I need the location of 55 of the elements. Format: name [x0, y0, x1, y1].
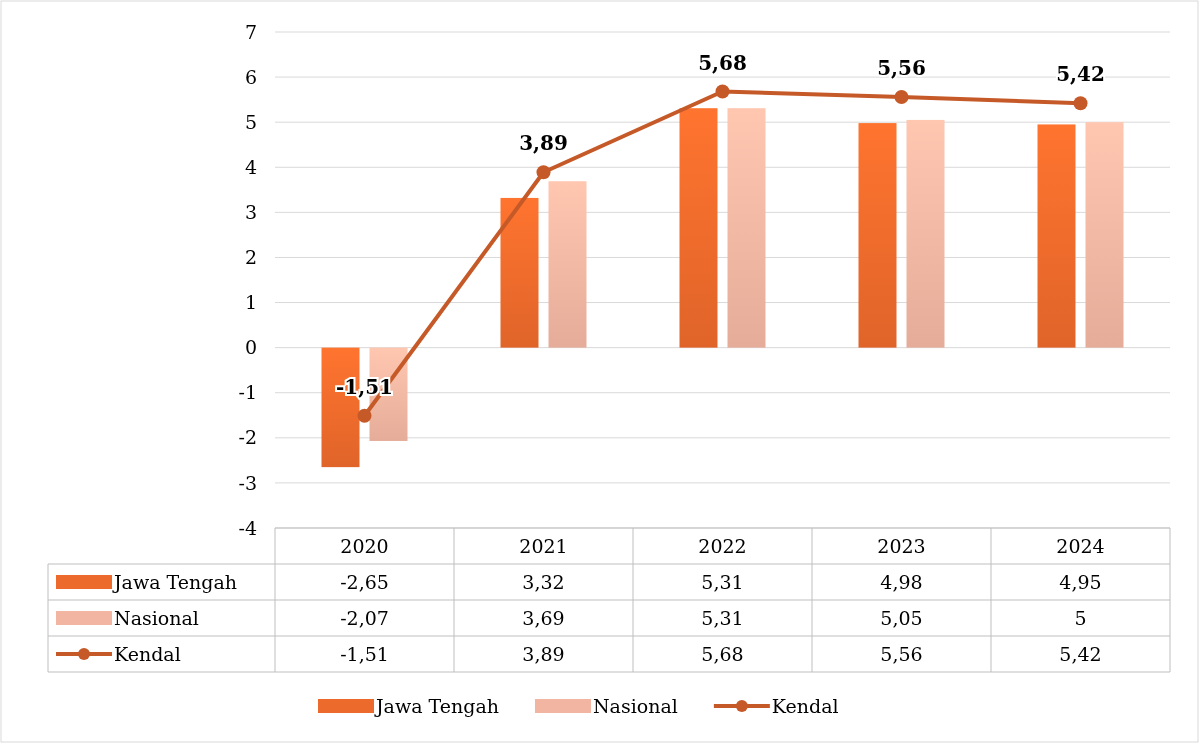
data-label: 3,89: [522, 643, 565, 665]
y-tick-label: 5: [244, 110, 257, 133]
y-tick-label: 0: [244, 336, 257, 359]
legend-label: Jawa Tengah: [112, 571, 237, 593]
y-tick-label: 6: [244, 65, 257, 88]
y-tick-label: 2: [244, 246, 257, 269]
data-label: 3,32: [522, 571, 565, 593]
point: [1073, 96, 1088, 111]
y-tick-label: -4: [238, 516, 257, 539]
bar: [500, 197, 539, 348]
bar: [1037, 124, 1076, 348]
x-tick-label: 2022: [698, 535, 747, 557]
y-tick-label: 3: [244, 200, 257, 223]
y-tick-label: 4: [244, 155, 257, 178]
text: 5,42: [1056, 62, 1105, 87]
x-tick-label: 2024: [1056, 535, 1105, 557]
y-tick-label: -1: [238, 381, 257, 404]
data-label: 5: [1074, 607, 1087, 629]
text: Kendal: [114, 643, 181, 665]
y-tick-label: 7: [244, 20, 257, 43]
legend-label: Kendal: [771, 695, 839, 717]
text: Nasional: [592, 695, 678, 717]
data-label: -1,51: [340, 643, 389, 665]
point: [715, 84, 730, 99]
text: 5,68: [698, 50, 747, 75]
data-label: 4,95: [1059, 571, 1102, 593]
text: 5,56: [877, 55, 926, 80]
y-tick-label: 1: [244, 291, 257, 314]
data-label: 5,05: [880, 607, 923, 629]
y-tick-label: -3: [238, 471, 257, 494]
bar: [727, 108, 766, 348]
x-tick-label: 2020: [340, 535, 389, 557]
bar: [679, 108, 718, 348]
data-label: 3,69: [522, 607, 565, 629]
point: [536, 165, 551, 180]
data-label: -2,07: [340, 607, 389, 629]
x-tick-label: 2023: [877, 535, 926, 557]
data-label: 5,56: [880, 643, 923, 665]
legend-label: Nasional: [114, 607, 199, 629]
data-label: 5,42: [1059, 643, 1102, 665]
text: Jawa Tengah: [376, 695, 499, 717]
data-label: 5,68: [701, 643, 744, 665]
data-label: -2,65: [340, 571, 389, 593]
bar: [906, 119, 945, 348]
x-tick-label: 2021: [519, 535, 568, 557]
y-tick-label: -2: [238, 426, 257, 449]
bar: [548, 181, 587, 348]
point: [894, 89, 909, 104]
data-label: 5,31: [701, 607, 744, 629]
bar: [1085, 122, 1124, 348]
bar: [858, 123, 897, 348]
point: [357, 408, 372, 423]
data-label: 5,31: [701, 571, 744, 593]
text: 3,89: [519, 131, 568, 156]
data-label: 4,98: [880, 571, 923, 593]
